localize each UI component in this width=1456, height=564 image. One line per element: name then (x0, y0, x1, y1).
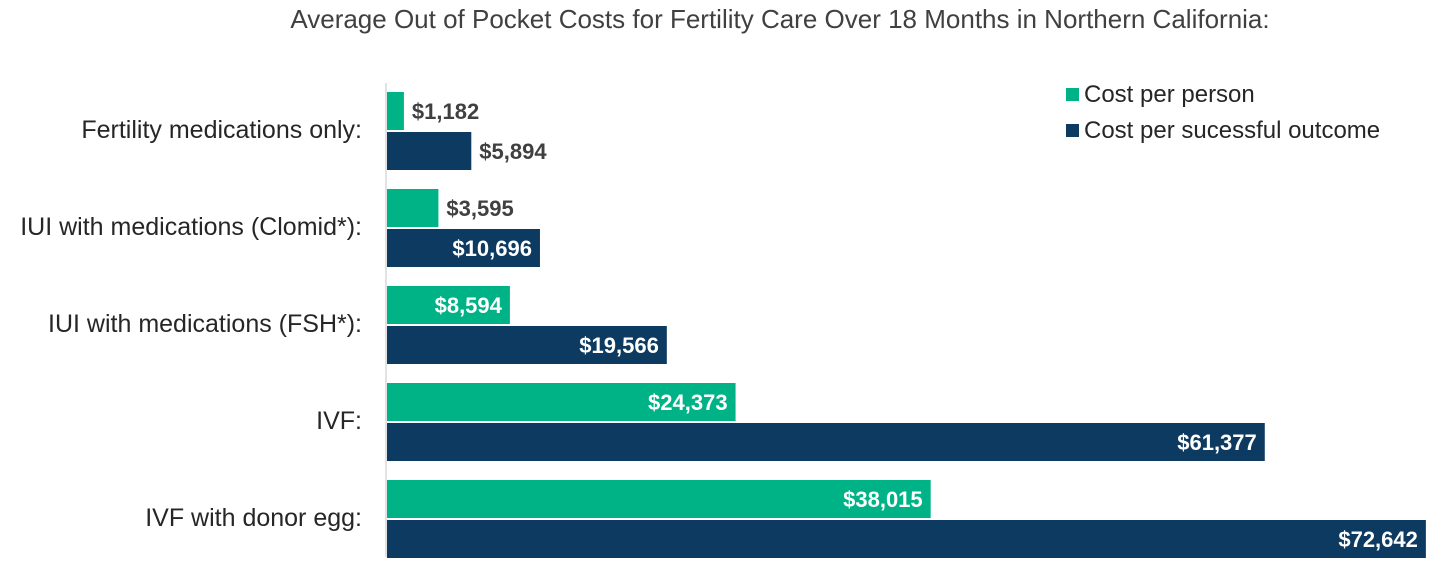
bar (387, 92, 404, 130)
data-label: $72,642 (1338, 527, 1418, 552)
data-label: $61,377 (1177, 430, 1257, 455)
legend-swatch (1066, 88, 1079, 101)
category-label: IUI with medications (Clomid*): (20, 213, 362, 241)
bar (387, 480, 931, 518)
legend-swatch (1066, 124, 1079, 137)
legend-label: Cost per person (1084, 81, 1255, 108)
data-label: $5,894 (479, 139, 547, 164)
category-label: Fertility medications only: (81, 116, 362, 144)
data-label: $10,696 (452, 236, 532, 261)
bar (387, 286, 510, 324)
data-label: $8,594 (435, 293, 503, 318)
data-label: $24,373 (648, 390, 728, 415)
category-label: IVF: (316, 407, 362, 435)
category-label: IUI with medications (FSH*): (48, 310, 362, 338)
data-label: $19,566 (579, 333, 659, 358)
category-label: IVF with donor egg: (145, 504, 362, 532)
data-label: $3,595 (446, 196, 513, 221)
bar (387, 383, 736, 421)
legend-label: Cost per sucessful outcome (1084, 117, 1380, 144)
bar (387, 132, 472, 170)
bar (387, 189, 439, 227)
bar (387, 520, 1426, 558)
bar (387, 229, 540, 267)
data-label: $1,182 (412, 99, 479, 124)
bar (387, 326, 667, 364)
data-label: $38,015 (843, 487, 923, 512)
chart-title: Average Out of Pocket Costs for Fertilit… (290, 4, 1270, 34)
bar (387, 423, 1265, 461)
